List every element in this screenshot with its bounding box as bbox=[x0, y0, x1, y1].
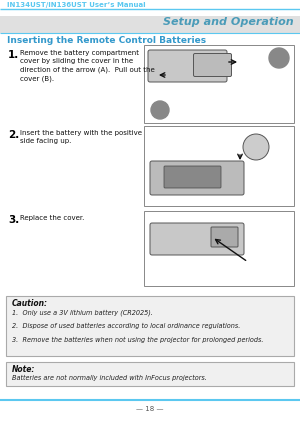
Text: 2.  Dispose of used batteries according to local ordinance regulations.: 2. Dispose of used batteries according t… bbox=[12, 323, 240, 329]
Text: Note:: Note: bbox=[12, 365, 35, 374]
Text: +: + bbox=[253, 142, 260, 151]
Text: 1.: 1. bbox=[8, 50, 19, 60]
Bar bbox=[6, 362, 294, 386]
FancyBboxPatch shape bbox=[150, 223, 244, 255]
Text: IN134UST/IN136UST User’s Manual: IN134UST/IN136UST User’s Manual bbox=[7, 2, 146, 8]
Text: Setup and Operation: Setup and Operation bbox=[164, 17, 294, 27]
Text: Insert the battery with the positive
side facing up.: Insert the battery with the positive sid… bbox=[20, 130, 142, 144]
Text: — 18 —: — 18 — bbox=[136, 406, 164, 412]
Bar bbox=[6, 296, 294, 356]
Text: B: B bbox=[276, 53, 282, 62]
FancyBboxPatch shape bbox=[164, 166, 221, 188]
Text: 2.: 2. bbox=[8, 130, 19, 140]
Text: 3.: 3. bbox=[8, 215, 19, 225]
Bar bbox=[144, 45, 294, 123]
Text: Inserting the Remote Control Batteries: Inserting the Remote Control Batteries bbox=[7, 36, 206, 45]
Bar bbox=[0, 16, 300, 33]
FancyBboxPatch shape bbox=[148, 50, 227, 82]
Text: Remove the battery compartment
cover by sliding the cover in the
direction of th: Remove the battery compartment cover by … bbox=[20, 50, 155, 82]
Text: Batteries are not normally included with InFocus projectors.: Batteries are not normally included with… bbox=[12, 375, 207, 381]
FancyBboxPatch shape bbox=[194, 53, 232, 76]
FancyBboxPatch shape bbox=[211, 227, 238, 247]
Circle shape bbox=[151, 101, 169, 119]
Circle shape bbox=[269, 48, 289, 68]
Text: Caution:: Caution: bbox=[12, 299, 48, 308]
Text: 1.  Only use a 3V lithium battery (CR2025).: 1. Only use a 3V lithium battery (CR2025… bbox=[12, 309, 153, 315]
Circle shape bbox=[243, 134, 269, 160]
Text: 3.  Remove the batteries when not using the projector for prolonged periods.: 3. Remove the batteries when not using t… bbox=[12, 337, 263, 343]
Bar bbox=[144, 126, 294, 206]
Text: Replace the cover.: Replace the cover. bbox=[20, 215, 84, 221]
FancyBboxPatch shape bbox=[150, 161, 244, 195]
Text: A: A bbox=[157, 106, 164, 114]
Bar bbox=[144, 211, 294, 286]
